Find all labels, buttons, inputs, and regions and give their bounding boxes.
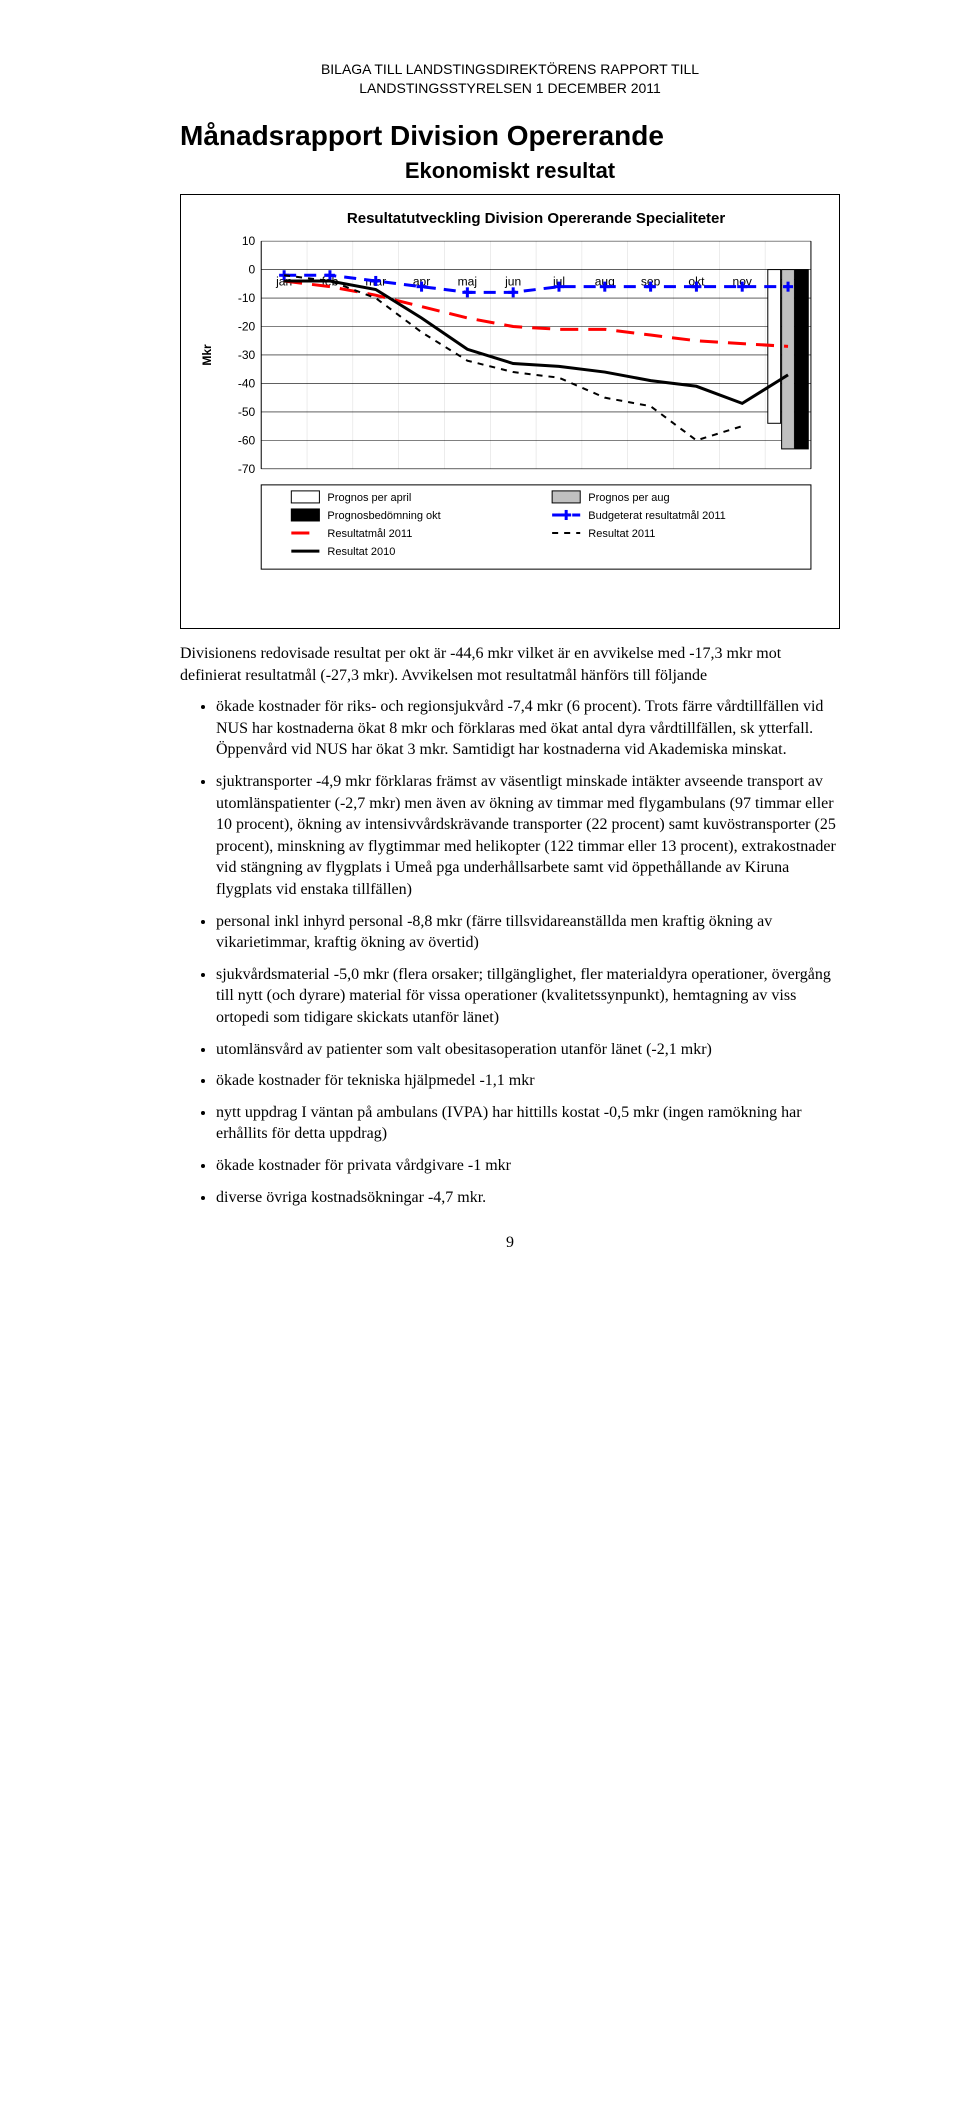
bullet-item: ökade kostnader för tekniska hjälpmedel … <box>216 1070 840 1092</box>
legend-label: Resultat 2011 <box>588 528 655 540</box>
line-chart: Resultatutveckling Division Opererande S… <box>189 203 831 624</box>
y-tick-label: -30 <box>238 348 256 362</box>
legend-label: Prognosbedömning okt <box>327 510 440 522</box>
x-tick-label: jun <box>504 274 521 288</box>
bullet-item: sjukvårdsmaterial -5,0 mkr (flera orsake… <box>216 964 840 1029</box>
bullet-item: nytt uppdrag I väntan på ambulans (IVPA)… <box>216 1102 840 1145</box>
section-subtitle: Ekonomiskt resultat <box>180 158 840 184</box>
legend-label: Prognos per april <box>327 492 411 504</box>
page-number: 9 <box>180 1234 840 1252</box>
header-line-2: LANDSTINGSSTYRELSEN 1 DECEMBER 2011 <box>180 79 840 98</box>
x-tick-label: maj <box>458 274 477 288</box>
page-title: Månadsrapport Division Opererande <box>180 120 840 152</box>
y-tick-label: -50 <box>238 405 256 419</box>
legend-label: Resultatmål 2011 <box>327 528 412 540</box>
bar-prognos_aug <box>782 269 795 448</box>
bullet-item: ökade kostnader för privata vårdgivare -… <box>216 1155 840 1177</box>
y-tick-label: -60 <box>238 433 256 447</box>
bullet-item: diverse övriga kostnadsökningar -4,7 mkr… <box>216 1187 840 1209</box>
bullet-item: personal inkl inhyrd personal -8,8 mkr (… <box>216 911 840 954</box>
y-tick-label: -40 <box>238 376 256 390</box>
y-tick-label: 10 <box>242 234 256 248</box>
y-axis-label: Mkr <box>200 344 214 366</box>
legend-label: Budgeterat resultatmål 2011 <box>588 510 726 522</box>
bullet-item: ökade kostnader för riks- och regionsjuk… <box>216 696 840 761</box>
bullet-item: sjuktransporter -4,9 mkr förklaras främs… <box>216 771 840 901</box>
chart-container: Resultatutveckling Division Opererande S… <box>180 194 840 629</box>
body-intro: Divisionens redovisade resultat per okt … <box>180 643 840 686</box>
y-tick-label: -70 <box>238 462 256 476</box>
y-tick-label: 0 <box>249 262 256 276</box>
bullet-list: ökade kostnader för riks- och regionsjuk… <box>180 696 840 1208</box>
bullet-item: utomlänsvård av patienter som valt obesi… <box>216 1039 840 1061</box>
legend-label: Resultat 2010 <box>327 546 395 558</box>
header-line-1: BILAGA TILL LANDSTINGSDIREKTÖRENS RAPPOR… <box>180 60 840 79</box>
bar-prognosbedomning_okt <box>795 269 808 448</box>
chart-title: Resultatutveckling Division Opererande S… <box>347 210 726 227</box>
y-tick-label: -20 <box>238 319 256 333</box>
legend-label: Prognos per aug <box>588 492 669 504</box>
y-tick-label: -10 <box>238 291 256 305</box>
document-header: BILAGA TILL LANDSTINGSDIREKTÖRENS RAPPOR… <box>180 60 840 98</box>
